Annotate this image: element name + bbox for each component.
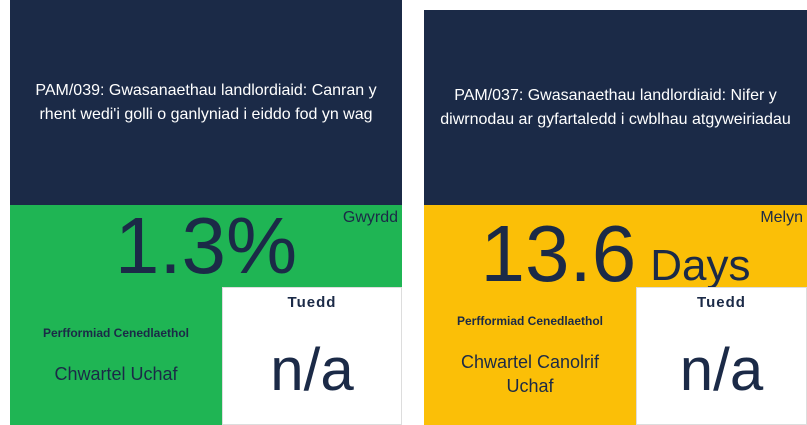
national-panel: Perfformiad Cenedlaethol Chwartel Uchaf bbox=[10, 287, 222, 425]
value-panel: Gwyrdd 1.3% bbox=[10, 201, 402, 290]
trend-value: n/a bbox=[270, 336, 354, 403]
trend-panel: Tuedd n/a bbox=[222, 287, 402, 425]
national-value: Chwartel Uchaf bbox=[54, 364, 178, 384]
kpi-card: PAM/037: Gwasanaethau landlordiaid: Nife… bbox=[424, 0, 807, 425]
value: 13.6 bbox=[480, 209, 637, 298]
value: 1.3% bbox=[114, 201, 298, 290]
trend-label: Tuedd bbox=[287, 294, 337, 311]
card-title: PAM/037: Gwasanaethau landlordiaid: Nife… bbox=[424, 10, 807, 205]
status: Melyn bbox=[760, 209, 803, 226]
trend-panel: Tuedd n/a bbox=[636, 287, 807, 425]
national-label: Perfformiad Cenedlaethol bbox=[42, 326, 190, 340]
national-value: Chwartel Canolrif Uchaf bbox=[460, 352, 600, 396]
national-panel: Perfformiad Cenedlaethol Chwartel Canolr… bbox=[424, 287, 636, 425]
unit: Days bbox=[650, 241, 751, 290]
kpi-card: PAM/039: Gwasanaethau landlordiaid: Canr… bbox=[10, 0, 402, 425]
value-panel: Melyn 13.6 Days bbox=[424, 205, 807, 298]
card-title: PAM/039: Gwasanaethau landlordiaid: Canr… bbox=[10, 0, 402, 205]
trend-label: Tuedd bbox=[697, 294, 746, 311]
trend-value: n/a bbox=[679, 336, 764, 403]
national-label: Perfformiad Cenedlaethol bbox=[456, 314, 604, 328]
status: Gwyrdd bbox=[342, 209, 398, 226]
